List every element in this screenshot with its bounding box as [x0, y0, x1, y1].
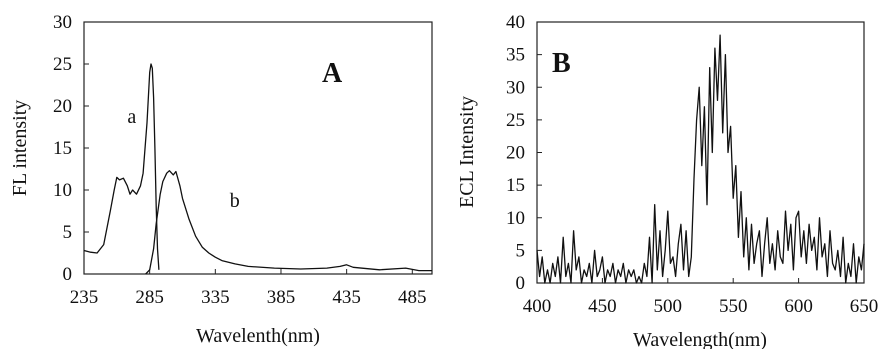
x-tick-label: 600 — [784, 296, 813, 317]
x-tick-label: 650 — [850, 296, 879, 317]
y-tick-label: 25 — [53, 54, 72, 75]
x-tick-label: 435 — [332, 287, 361, 308]
panel-b: 400 450 500 550 600 650 0 5 10 15 20 25 30 35 40 B Wa… — [456, 12, 878, 349]
x-tick-label: 450 — [588, 296, 617, 317]
panel-a-y-ticks: 0 5 10 15 20 25 30 — [53, 12, 89, 285]
y-tick-label: 0 — [516, 273, 526, 294]
panel-b-x-ticks: 400 450 500 550 600 650 — [523, 278, 879, 317]
x-tick-label: 285 — [135, 287, 164, 308]
y-tick-label: 30 — [53, 12, 72, 33]
y-tick-label: 40 — [506, 12, 525, 33]
y-tick-label: 10 — [506, 208, 525, 229]
panel-a-x-axis-title: Wavelenth(nm) — [196, 325, 320, 347]
y-tick-label: 20 — [53, 96, 72, 117]
panel-a-label: A — [322, 58, 343, 89]
panel-a-x-ticks: 235 285 335 385 435 485 — [70, 269, 427, 308]
panel-a-frame — [83, 21, 433, 275]
x-tick-label: 335 — [201, 287, 230, 308]
y-tick-label: 35 — [506, 45, 525, 66]
annotation-b: b — [230, 190, 240, 212]
x-tick-label: 485 — [398, 287, 427, 308]
series-line-b — [145, 170, 432, 275]
x-tick-label: 400 — [523, 296, 552, 317]
panel-b-series — [536, 34, 865, 284]
x-tick-label: 500 — [654, 296, 683, 317]
y-tick-label: 30 — [506, 77, 525, 98]
y-tick-label: 0 — [63, 264, 73, 285]
panel-b-y-ticks: 0 5 10 15 20 25 30 35 40 — [506, 12, 542, 294]
annotation-a: a — [127, 106, 136, 128]
panel-a-y-axis-title: FL intensity — [9, 100, 31, 196]
panel-a: 235 285 335 385 435 485 0 5 10 15 20 25 30 A a b Wa… — [9, 12, 433, 347]
y-tick-label: 5 — [516, 240, 526, 261]
panel-b-x-axis-title: Wavelength(nm) — [633, 329, 767, 349]
series-line-a — [83, 63, 160, 270]
x-tick-label: 550 — [719, 296, 748, 317]
y-tick-label: 20 — [506, 143, 525, 164]
series-line-1 — [536, 34, 865, 284]
y-tick-label: 15 — [506, 175, 525, 196]
panel-b-label: B — [552, 48, 571, 79]
x-tick-label: 235 — [70, 287, 99, 308]
x-tick-label: 385 — [267, 287, 296, 308]
y-tick-label: 10 — [53, 180, 72, 201]
y-tick-label: 25 — [506, 110, 525, 131]
panel-a-series — [83, 63, 432, 275]
panel-b-y-axis-title: ECL Intensity — [456, 96, 478, 208]
y-tick-label: 5 — [63, 222, 73, 243]
y-tick-label: 15 — [53, 138, 72, 159]
